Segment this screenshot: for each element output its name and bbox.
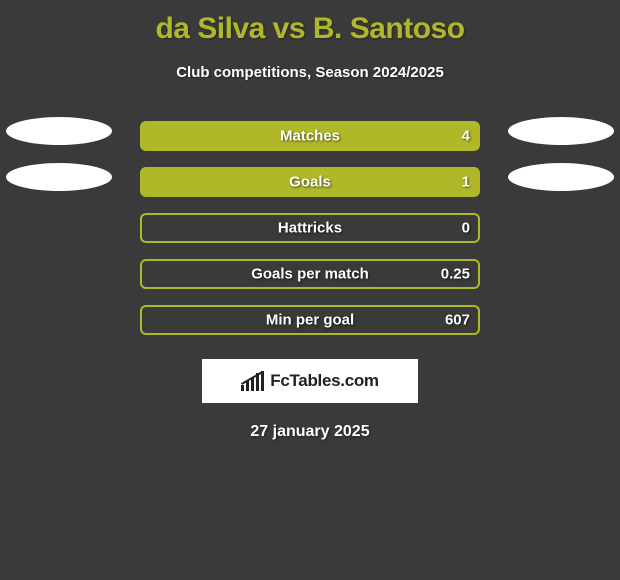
date-label: 27 january 2025 — [0, 423, 620, 441]
player-marker-left — [6, 163, 112, 191]
player-marker-right — [508, 163, 614, 191]
brand-text: FcTables.com — [270, 371, 379, 391]
player-marker-left — [6, 117, 112, 145]
stat-bar: Matches4 — [140, 121, 480, 151]
stat-label: Min per goal — [142, 312, 478, 329]
bar-fill-right — [142, 169, 478, 195]
stat-value-right: 607 — [445, 312, 470, 329]
stat-label: Hattricks — [142, 220, 478, 237]
stat-row: Goals per match0.25 — [0, 251, 620, 297]
stat-label: Goals per match — [142, 266, 478, 283]
stat-value-right: 0.25 — [441, 266, 470, 283]
stat-row: Min per goal607 — [0, 297, 620, 343]
stat-bar: Hattricks0 — [140, 213, 480, 243]
brand-chart-icon — [241, 371, 264, 391]
stat-bar: Goals1 — [140, 167, 480, 197]
stat-row: Matches4 — [0, 113, 620, 159]
brand-badge: FcTables.com — [202, 359, 418, 403]
stat-bar: Min per goal607 — [140, 305, 480, 335]
bar-fill-right — [142, 123, 478, 149]
stat-row: Hattricks0 — [0, 205, 620, 251]
stat-value-right: 0 — [462, 220, 470, 237]
player-marker-right — [508, 117, 614, 145]
stats-container: Matches4Goals1Hattricks0Goals per match0… — [0, 113, 620, 343]
stat-bar: Goals per match0.25 — [140, 259, 480, 289]
stat-row: Goals1 — [0, 159, 620, 205]
page-subtitle: Club competitions, Season 2024/2025 — [0, 64, 620, 81]
page-title: da Silva vs B. Santoso — [0, 0, 620, 46]
